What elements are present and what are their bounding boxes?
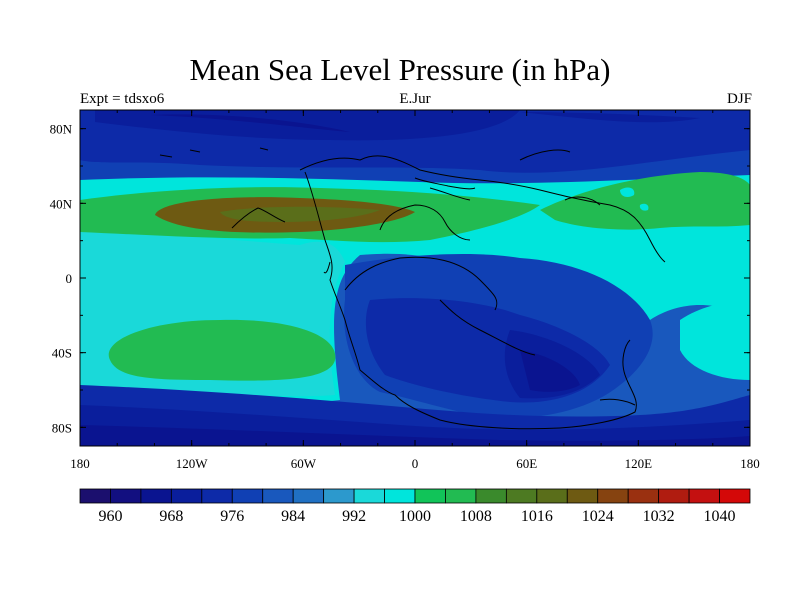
lon-tick-label: 180 (740, 456, 760, 471)
map-title: Mean Sea Level Pressure (in hPa) (189, 52, 611, 87)
colorbar-swatch (719, 488, 751, 504)
experiment-label: Expt = tdsxo6 (80, 91, 165, 107)
colorbar-label: 1032 (643, 508, 675, 525)
colorbar-swatch (140, 488, 172, 504)
longitude-axis: 180 120W 60W 0 60E 120E 180 (70, 110, 760, 471)
lon-tick-label: 60W (291, 456, 317, 471)
colorbar-label: 968 (159, 508, 183, 525)
lon-tick-label: 0 (412, 456, 419, 471)
colorbar-swatch (353, 488, 385, 504)
colorbar-swatch (110, 488, 142, 504)
lon-tick-label: 60E (516, 456, 537, 471)
colorbar-swatch (231, 488, 264, 504)
latitude-axis: 80N 40N 0 40S 80S (50, 122, 750, 435)
colorbar-swatch (597, 488, 629, 504)
colorbar-label: 992 (342, 508, 366, 525)
contour-field (80, 110, 750, 446)
colorbar-swatch (414, 488, 446, 504)
colorbar-swatch (170, 488, 203, 504)
colorbar-swatch (262, 488, 294, 504)
colorbar-label: 1040 (704, 508, 736, 525)
colorbar-swatch (201, 488, 233, 504)
colorbar-swatch (292, 488, 325, 504)
colorbar-swatch (627, 488, 660, 504)
colorbar-swatch (566, 488, 599, 504)
colorbar-label: 984 (281, 508, 305, 525)
colorbar-swatch (384, 488, 416, 504)
colorbar-label: 1016 (521, 508, 553, 525)
season-label: DJF (726, 91, 752, 107)
lat-tick-label: 80N (50, 122, 73, 137)
colorbar-swatch (505, 488, 538, 504)
lon-tick-label: 180 (70, 456, 90, 471)
lon-tick-label: 120W (176, 456, 209, 471)
lat-tick-label: 80S (52, 420, 72, 435)
coastlines (159, 147, 666, 430)
colorbar-label: 1000 (399, 508, 431, 525)
colorbar-label: 960 (98, 508, 122, 525)
colorbar-swatch (658, 488, 690, 504)
colorbar-swatch (323, 488, 355, 504)
colorbar: 960 968 976 984 992 1000 1008 1016 1024 1032 1040 (79, 488, 751, 525)
lat-tick-label: 40N (50, 196, 73, 211)
lat-tick-label: 40S (52, 346, 72, 361)
colorbar-swatch (536, 488, 568, 504)
colorbar-label: 976 (220, 508, 244, 525)
colorbar-label: 1008 (460, 508, 492, 525)
colorbar-swatch (445, 488, 477, 504)
lat-tick-label: 0 (66, 271, 73, 286)
lon-tick-label: 120E (625, 456, 653, 471)
period-label: E.Jur (399, 91, 431, 107)
colorbar-swatch (688, 488, 720, 504)
colorbar-label: 1024 (582, 508, 614, 525)
colorbar-swatch (79, 488, 111, 504)
colorbar-swatch (475, 488, 507, 504)
